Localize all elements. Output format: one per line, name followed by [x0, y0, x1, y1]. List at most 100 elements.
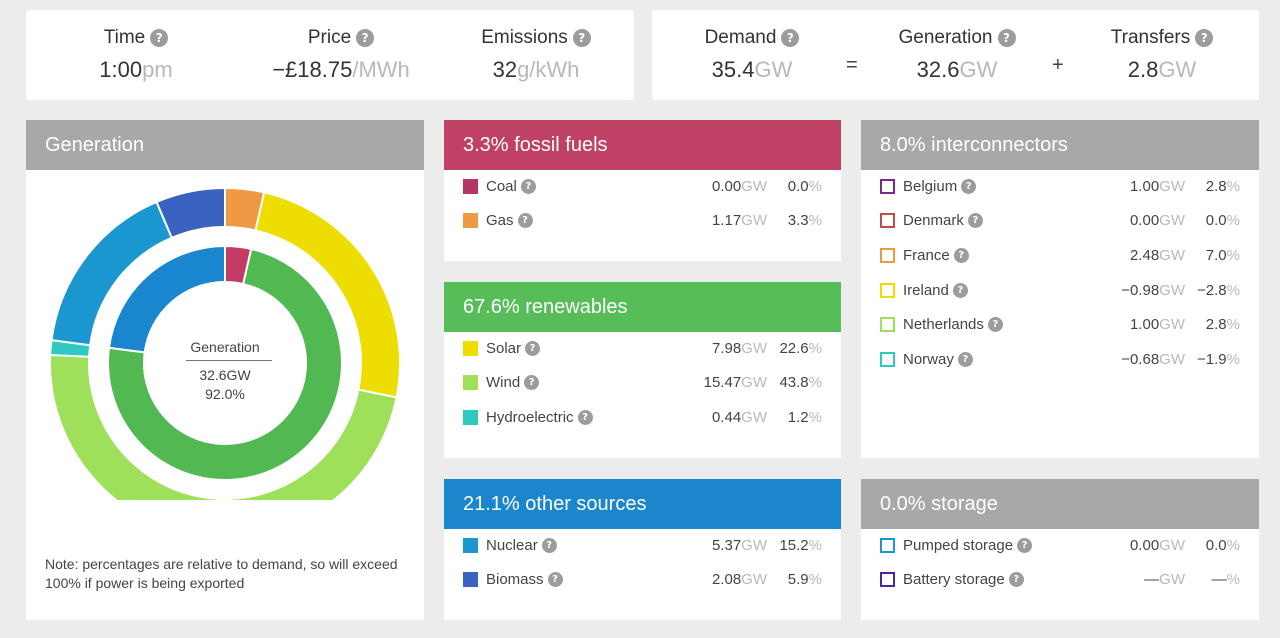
demand-metric: Demand? 35.4GW: [682, 10, 822, 84]
source-row-gas: Gas? 1.17GW 3.3%: [444, 209, 841, 233]
demand-label: Demand: [704, 27, 777, 48]
gas-help-icon[interactable]: ?: [517, 213, 533, 229]
price-help-icon[interactable]: ?: [356, 29, 375, 47]
biomass-percent-value: 5.9: [787, 571, 809, 589]
ireland-gw-unit: GW: [1159, 281, 1185, 299]
transfers-label: Transfers: [1110, 27, 1191, 48]
netherlands-percent: 2.8%: [1206, 316, 1240, 333]
norway-color-swatch: [880, 352, 895, 367]
wind-name-group: Wind?: [486, 374, 540, 391]
france-percent: 7.0%: [1206, 247, 1240, 264]
netherlands-gw-value: 1.00: [1129, 316, 1160, 334]
denmark-help-icon[interactable]: ?: [967, 213, 983, 229]
fossil-panel: 3.3% fossil fuels Coal? 0.00GW 0.0% Gas? 1.1…: [444, 120, 841, 261]
france-percent-value: 7.0: [1205, 246, 1227, 264]
outer-slice-biomass[interactable]: [155, 186, 226, 240]
source-row-ireland: Ireland? −0.98GW −2.8%: [861, 278, 1259, 302]
netherlands-help-icon[interactable]: ?: [987, 317, 1003, 333]
battery-storage-color-swatch: [880, 572, 895, 588]
biomass-help-icon[interactable]: ?: [547, 572, 563, 588]
coal-gw-value: 0.00: [711, 177, 742, 195]
netherlands-gw: 1.00GW: [1130, 316, 1185, 333]
nuclear-percent-value: 15.2: [779, 536, 809, 554]
ireland-help-icon[interactable]: ?: [952, 282, 968, 298]
nuclear-gw: 5.37GW: [712, 537, 767, 554]
source-row-denmark: Denmark? 0.00GW 0.0%: [861, 209, 1259, 233]
inner-slice-renewables[interactable]: [107, 247, 343, 481]
hydroelectric-label: Hydroelectric: [486, 408, 574, 426]
donut-center-divider: [186, 360, 272, 361]
donut-center-percent: 92.0%: [205, 386, 245, 402]
gas-label: Gas: [486, 212, 514, 230]
netherlands-percent-unit: %: [1226, 316, 1240, 334]
denmark-name-group: Denmark?: [903, 212, 983, 229]
battery-storage-percent-value: —: [1211, 571, 1227, 589]
solar-gw-value: 7.98: [711, 339, 742, 357]
france-label: France: [903, 246, 950, 264]
emissions-help-icon[interactable]: ?: [572, 29, 591, 47]
solar-help-icon[interactable]: ?: [525, 340, 541, 356]
hydroelectric-percent-unit: %: [808, 408, 822, 426]
pumped-storage-help-icon[interactable]: ?: [1017, 537, 1033, 553]
biomass-percent-unit: %: [808, 571, 822, 589]
demand-unit: GW: [754, 57, 793, 82]
wind-gw: 15.47GW: [704, 374, 767, 391]
denmark-gw-value: 0.00: [1129, 212, 1160, 230]
time-help-icon[interactable]: ?: [150, 29, 169, 47]
source-row-france: France? 2.48GW 7.0%: [861, 243, 1259, 267]
source-row-nuclear: Nuclear? 5.37GW 15.2%: [444, 533, 841, 557]
wind-percent-value: 43.8: [779, 374, 809, 392]
donut-center-title: Generation: [190, 339, 260, 355]
emissions-value: 32: [492, 57, 518, 82]
generation-help-icon[interactable]: ?: [997, 29, 1016, 47]
source-row-biomass: Biomass? 2.08GW 5.9%: [444, 568, 841, 592]
coal-label: Coal: [486, 177, 517, 195]
biomass-gw-unit: GW: [741, 571, 767, 589]
wind-help-icon[interactable]: ?: [524, 375, 540, 391]
source-row-belgium: Belgium? 1.00GW 2.8%: [861, 174, 1259, 198]
wind-gw-unit: GW: [741, 374, 767, 392]
source-row-solar: Solar? 7.98GW 22.6%: [444, 336, 841, 360]
norway-help-icon[interactable]: ?: [957, 352, 973, 367]
transfers-value: 2.8: [1127, 57, 1159, 82]
ireland-color-swatch: [880, 282, 895, 298]
norway-percent-value: −1.9: [1197, 351, 1227, 368]
nuclear-color-swatch: [463, 537, 478, 553]
hydroelectric-help-icon[interactable]: ?: [577, 409, 593, 425]
ireland-gw-value: −0.98: [1121, 281, 1160, 299]
hydroelectric-gw: 0.44GW: [712, 409, 767, 426]
transfers-help-icon[interactable]: ?: [1195, 29, 1214, 47]
belgium-help-icon[interactable]: ?: [961, 178, 977, 194]
netherlands-percent-value: 2.8: [1205, 316, 1227, 334]
pumped-storage-color-swatch: [880, 537, 895, 553]
battery-storage-gw-unit: GW: [1159, 571, 1185, 589]
time-value: 1:00: [99, 57, 143, 82]
equals-sign: =: [846, 54, 858, 76]
hydroelectric-gw-unit: GW: [741, 408, 767, 426]
storage-panel-title: 0.0% storage: [861, 479, 1259, 529]
ireland-gw: −0.98GW: [1121, 282, 1185, 299]
france-help-icon[interactable]: ?: [953, 247, 969, 263]
denmark-percent-unit: %: [1226, 212, 1240, 230]
outer-slice-wind[interactable]: [49, 353, 398, 500]
coal-help-icon[interactable]: ?: [520, 178, 536, 194]
coal-name-group: Coal?: [486, 178, 536, 195]
denmark-color-swatch: [880, 213, 895, 229]
donut-center-value: 32.6GW: [199, 367, 251, 383]
demand-help-icon[interactable]: ?: [781, 29, 800, 47]
nuclear-name-group: Nuclear?: [486, 537, 557, 554]
hydroelectric-color-swatch: [463, 409, 478, 425]
solar-name-group: Solar?: [486, 340, 541, 357]
nuclear-percent: 15.2%: [779, 537, 822, 554]
belgium-percent-unit: %: [1226, 177, 1240, 195]
battery-storage-help-icon[interactable]: ?: [1008, 572, 1024, 588]
inner-slice-other-sources[interactable]: [107, 244, 226, 354]
nuclear-gw-value: 5.37: [711, 536, 742, 554]
france-gw-value: 2.48: [1129, 246, 1160, 264]
nuclear-help-icon[interactable]: ?: [541, 537, 557, 553]
gas-percent: 3.3%: [788, 212, 822, 229]
gas-gw-unit: GW: [741, 212, 767, 230]
battery-storage-gw: —GW: [1144, 571, 1185, 588]
wind-percent-unit: %: [808, 374, 822, 392]
netherlands-name-group: Netherlands?: [903, 316, 1003, 333]
